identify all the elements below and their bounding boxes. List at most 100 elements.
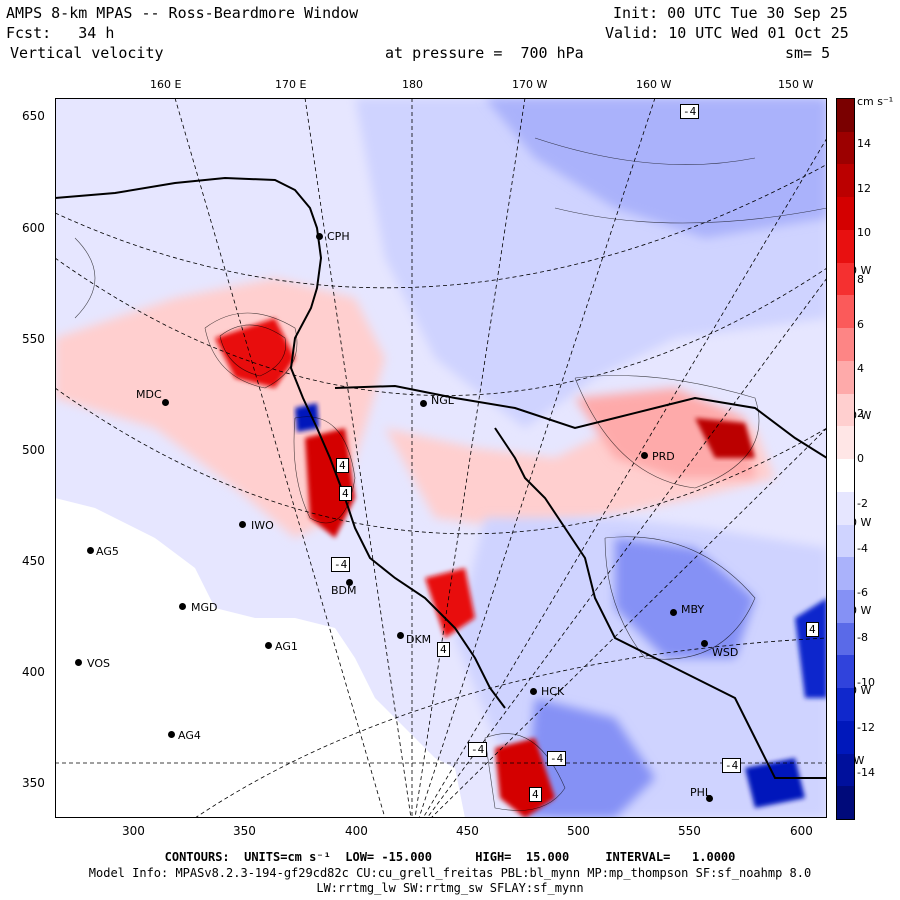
field-blue-spot-1 — [295, 403, 319, 432]
contour-label: 4 — [437, 642, 450, 657]
y-tick: 350 — [22, 776, 45, 790]
station-hck: HCK — [541, 685, 565, 698]
y-tick: 600 — [22, 221, 45, 235]
valid-time: Valid: 10 UTC Wed 01 Oct 25 — [605, 24, 849, 42]
colorbar-swatch — [837, 393, 854, 427]
station-iwo: IWO — [251, 519, 274, 532]
colorbar-swatch — [837, 229, 854, 263]
field-blue-core — [615, 538, 755, 658]
field-blue-spot-2 — [745, 758, 805, 808]
y-tick: 500 — [22, 443, 45, 457]
ice-sheet-mask — [55, 498, 465, 818]
map-frame — [55, 98, 827, 818]
colorbar-label: -6 — [857, 586, 868, 599]
station-dot — [641, 452, 648, 459]
field-blue-sw — [525, 698, 655, 818]
station-mby: MBY — [681, 603, 705, 616]
station-prd: PRD — [652, 450, 675, 463]
colorbar-swatch — [837, 688, 854, 721]
station-ngl: NGL — [431, 394, 454, 407]
colorbar-label: 6 — [857, 318, 864, 331]
contour-label: 4 — [806, 622, 819, 637]
lon-label-160w: 160 W — [636, 78, 672, 91]
smoothing: sm= 5 — [785, 44, 831, 62]
init-time: Init: 00 UTC Tue 30 Sep 25 — [613, 4, 848, 22]
contour-label: -4 — [547, 751, 567, 766]
x-tick: 300 — [122, 824, 145, 838]
model-info-2: LW:rrtmg_lw SW:rrtmg_sw SFLAY:sf_mynn — [316, 881, 584, 895]
station-mdc: MDC — [136, 388, 162, 401]
lon-label-170w: 170 W — [512, 78, 548, 91]
contour-label: 4 — [339, 486, 352, 501]
station-dot — [168, 731, 175, 738]
station-dot — [87, 547, 94, 554]
colorbar-swatch — [837, 164, 854, 198]
x-tick: 450 — [456, 824, 479, 838]
colorbar-swatch — [837, 131, 854, 165]
x-tick: 550 — [678, 824, 701, 838]
contour-label: -4 — [468, 742, 488, 757]
station-dot — [701, 640, 708, 647]
x-tick: 350 — [233, 824, 256, 838]
field-blue-spot-3 — [795, 598, 827, 698]
colorbar-swatch — [837, 590, 854, 623]
forecast-hour: Fcst: 34 h — [6, 24, 115, 42]
y-tick: 550 — [22, 332, 45, 346]
station-dot — [420, 400, 427, 407]
colorbar-label: 14 — [857, 137, 871, 150]
field-red-core-4 — [695, 418, 755, 458]
map-panel — [55, 98, 827, 818]
colorbar-swatch — [837, 99, 854, 132]
station-dot — [670, 609, 677, 616]
station-dot — [265, 642, 272, 649]
colorbar-label: -10 — [857, 676, 875, 689]
colorbar-swatch — [837, 197, 854, 230]
field-edge-west — [55, 448, 205, 568]
station-dot — [706, 795, 713, 802]
colorbar-label: -12 — [857, 721, 875, 734]
station-ag1: AG1 — [275, 640, 298, 653]
model-info: Model Info: MPASv8.2.3-194-gf29cd82c CU:… — [88, 866, 812, 880]
colorbar-swatch — [837, 753, 854, 787]
colorbar-label: -4 — [857, 542, 868, 555]
station-dot — [397, 632, 404, 639]
colorbar-swatch — [837, 262, 854, 296]
station-phl: PHL — [690, 786, 712, 799]
colorbar-swatch — [837, 557, 854, 591]
station-mgd: MGD — [191, 601, 218, 614]
field-pink-prd — [575, 388, 755, 478]
colorbar-label: 10 — [857, 226, 871, 239]
colorbar — [836, 98, 855, 820]
contours — [74, 137, 827, 811]
station-dot — [162, 399, 169, 406]
colorbar-swatch — [837, 622, 854, 656]
lon-label-180: 180 — [402, 78, 423, 91]
colorbar-swatch — [837, 491, 854, 525]
field-red-core-1 — [215, 318, 295, 388]
contour-label: -4 — [331, 557, 351, 572]
y-tick: 450 — [22, 554, 45, 568]
lon-label-170e: 170 E — [275, 78, 307, 91]
contour-label: -4 — [722, 758, 742, 773]
station-ag5: AG5 — [96, 545, 119, 558]
station-dot — [179, 603, 186, 610]
colorbar-swatch — [837, 426, 854, 460]
colorbar-label: -14 — [857, 766, 875, 779]
colorbar-swatch — [837, 295, 854, 329]
station-dot — [530, 688, 537, 695]
plot-title: AMPS 8-km MPAS -- Ross-Beardmore Window — [6, 4, 359, 22]
lon-label-150w: 150 W — [778, 78, 814, 91]
field-name: Vertical velocity — [10, 44, 164, 62]
station-cph: CPH — [327, 230, 350, 243]
field-red-core-5 — [425, 568, 475, 638]
station-ag4: AG4 — [178, 729, 201, 742]
contour-label: -4 — [680, 104, 700, 119]
station-dot — [316, 233, 323, 240]
coastline — [55, 176, 827, 779]
x-tick: 400 — [345, 824, 368, 838]
contour-label: 4 — [529, 787, 542, 802]
field-pink-west — [55, 278, 385, 538]
x-tick: 500 — [567, 824, 590, 838]
colorbar-swatch — [837, 720, 854, 754]
colorbar-units: cm s⁻¹ — [857, 95, 894, 108]
